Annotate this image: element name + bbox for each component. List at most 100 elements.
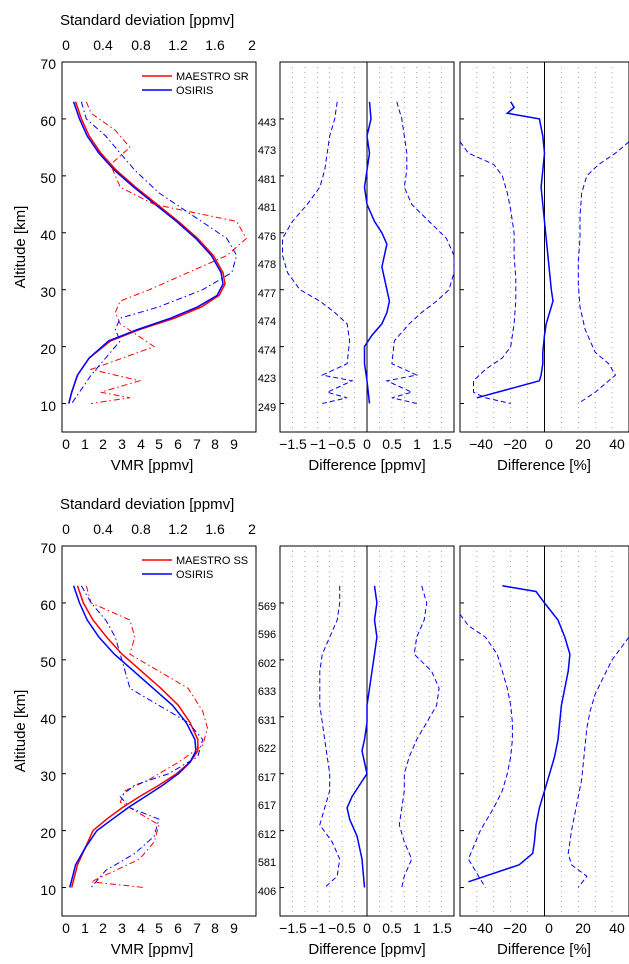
diffppmv-tick-bottom-6: 1.5	[432, 920, 452, 936]
legend-bottom-osiris-label: OSIRIS	[176, 569, 213, 581]
ytick-bottom-70: 70	[40, 540, 56, 556]
count-bottom-35: 622	[258, 743, 276, 755]
vmr-tick-top-6: 6	[174, 436, 182, 452]
ytick-top-60: 60	[40, 113, 56, 129]
panel-top-left-series-1-line	[68, 101, 224, 404]
panel-bottom-right-series-0-line	[468, 585, 571, 883]
diffppmv-tick-bottom-4: 0.5	[382, 920, 402, 936]
ylabel-bottom: Altitude [km]	[12, 690, 29, 773]
vmr-xticks-bottom: 0 1 2 3 4 5 6 7 8 9	[62, 920, 238, 936]
count-top-60: 443	[258, 117, 276, 129]
vmr-xticks-top: 0 1 2 3 4 5 6 7 8 9	[62, 436, 238, 452]
diffpct-tick-top-3: 20	[575, 436, 591, 452]
panel-bottom-middle-series-2-line	[398, 585, 440, 888]
ytick-bottom-40: 40	[40, 711, 56, 727]
legend-top-maestro-label: MAESTRO SR	[176, 71, 249, 83]
panel-bottom-left-series-3-line	[80, 585, 204, 888]
vmr-tick-top-0: 0	[62, 436, 70, 452]
diffppmv-tick-top-5: 1	[413, 436, 421, 452]
panel-vmr-top-frame	[61, 61, 257, 433]
std-tick-1-2: 0.8	[131, 37, 151, 53]
ytick-top-50: 50	[40, 170, 56, 186]
yticks-top: 10 20 30 40 50 60 70	[40, 56, 56, 414]
counts-top: 249 423 474 474 477 478 476 481 481 473 …	[258, 117, 276, 414]
legend-top: MAESTRO SR OSIRIS	[142, 71, 249, 97]
vmr-tick-bottom-8: 8	[211, 920, 219, 936]
diffppmv-tick-top-0: −1.5	[279, 436, 307, 452]
count-bottom-25: 617	[258, 800, 276, 812]
diffpct-xticks-bottom: −40 −20 0 20 40	[469, 920, 625, 936]
diffppmv-xticks-bottom: −1.5 −1 −0.5 0 0.5 1 1.5	[279, 920, 452, 936]
diffppmv-xlabel-bottom: Difference [ppmv]	[308, 941, 425, 958]
vmr-tick-bottom-4: 4	[137, 920, 145, 936]
vmr-tick-top-9: 9	[230, 436, 238, 452]
plot-marks	[62, 61, 629, 916]
ytick-bottom-10: 10	[40, 882, 56, 898]
ylabel-top: Altitude [km]	[12, 206, 29, 289]
ytick-bottom-30: 30	[40, 768, 56, 784]
ytick-bottom-50: 50	[40, 654, 56, 670]
count-top-45: 481	[258, 202, 276, 214]
count-bottom-45: 633	[258, 686, 276, 698]
diffppmv-tick-top-6: 1.5	[432, 436, 452, 452]
vmr-tick-top-5: 5	[155, 436, 163, 452]
ytick-bottom-20: 20	[40, 825, 56, 841]
count-top-40: 476	[258, 231, 276, 243]
legend-bottom-maestro-label: MAESTRO SS	[176, 555, 248, 567]
std-tick-1-3: 1.2	[168, 37, 188, 53]
std-tick-2-2: 0.8	[131, 521, 151, 537]
std-tick-2-4: 1.6	[205, 521, 225, 537]
diffpct-tick-bottom-2: 0	[545, 920, 553, 936]
top-std-label-2: Standard deviation [ppmv]	[60, 496, 234, 513]
ytick-top-30: 30	[40, 284, 56, 300]
panel-bottom-right-series-1-line	[459, 614, 513, 888]
panel-bottom-left-series-1-line	[69, 585, 197, 888]
diffppmv-tick-top-4: 0.5	[382, 436, 402, 452]
diffppmv-tick-bottom-0: −1.5	[279, 920, 307, 936]
panel-bottom-left-series-0-line	[70, 585, 199, 888]
count-bottom-20: 612	[258, 829, 276, 841]
vmr-tick-bottom-6: 6	[174, 920, 182, 936]
diffpct-tick-top-2: 0	[545, 436, 553, 452]
count-top-35: 478	[258, 259, 276, 271]
ytick-top-10: 10	[40, 398, 56, 414]
diffpct-tick-bottom-1: −20	[503, 920, 527, 936]
top-std-label-1: Standard deviation [ppmv]	[60, 12, 234, 29]
diffpct-tick-bottom-4: 40	[609, 920, 625, 936]
diffppmv-tick-top-2: −0.5	[328, 436, 356, 452]
std-ticks-1: 0 0.4 0.8 1.2 1.6 2	[62, 37, 256, 53]
panel-top-middle-series-0-line	[363, 101, 391, 404]
std-tick-2-0: 0	[62, 521, 70, 537]
vmr-xlabel-bottom: VMR [ppmv]	[111, 941, 194, 958]
panel-top-right-series-2-line	[577, 141, 629, 404]
diffppmv-tick-bottom-1: −1	[310, 920, 326, 936]
ytick-bottom-60: 60	[40, 597, 56, 613]
std-tick-1-0: 0	[62, 37, 70, 53]
panel-top-left-series-0-line	[68, 101, 226, 404]
vmr-tick-top-8: 8	[211, 436, 219, 452]
diffppmv-xticks-top: −1.5 −1 −0.5 0 0.5 1 1.5	[279, 436, 452, 452]
legend-bottom: MAESTRO SS OSIRIS	[142, 555, 248, 581]
vmr-tick-top-3: 3	[118, 436, 126, 452]
count-bottom-15: 581	[258, 857, 276, 869]
std-tick-2-1: 0.4	[93, 521, 113, 537]
diffppmv-tick-top-3: 0	[363, 436, 371, 452]
ytick-top-70: 70	[40, 56, 56, 72]
diffpct-tick-top-0: −40	[469, 436, 493, 452]
diffppmv-tick-bottom-2: −0.5	[328, 920, 356, 936]
count-bottom-55: 596	[258, 629, 276, 641]
vmr-tick-bottom-3: 3	[118, 920, 126, 936]
vmr-tick-bottom-1: 1	[81, 920, 89, 936]
diffpct-tick-top-4: 40	[609, 436, 625, 452]
panel-top-middle-series-1-line	[282, 101, 354, 404]
count-bottom-50: 602	[258, 658, 276, 670]
diffppmv-tick-bottom-3: 0	[363, 920, 371, 936]
diffpct-tick-bottom-0: −40	[469, 920, 493, 936]
diffppmv-tick-top-1: −1	[310, 436, 326, 452]
diffppmv-tick-bottom-5: 1	[413, 920, 421, 936]
vmr-tick-top-1: 1	[81, 436, 89, 452]
count-bottom-10: 406	[258, 886, 276, 898]
diffppmv-xlabel-top: Difference [ppmv]	[308, 457, 425, 474]
count-top-55: 473	[258, 145, 276, 157]
